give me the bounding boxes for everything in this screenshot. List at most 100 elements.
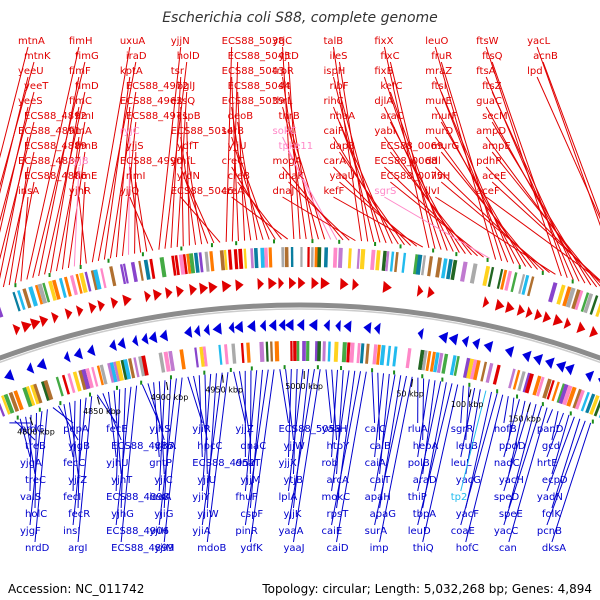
cds-arrow-forward	[29, 318, 41, 330]
genome-summary-label: Topology: circular; Length: 5,032,268 bp…	[262, 582, 592, 596]
gene-label-forward: ECS88_0068	[374, 156, 437, 167]
cds-arrow-reverse	[117, 337, 126, 350]
kbp-tick-label: 150 kbp	[508, 415, 541, 424]
cog-block-reverse	[546, 379, 555, 400]
gene-leader-line	[332, 106, 387, 244]
cog-block-forward	[63, 276, 72, 297]
cog-block-reverse	[99, 364, 108, 385]
gene-label-forward: fimG	[75, 51, 99, 62]
gene-label-forward: dnaK	[279, 171, 305, 182]
gene-leader-line	[97, 61, 137, 261]
cds-arrow-forward	[257, 278, 264, 290]
gene-leader-line	[434, 106, 521, 266]
gene-label-reverse: yjgF	[20, 526, 41, 537]
cds-arrow-reverse	[483, 340, 494, 353]
gene-label-forward: creB	[228, 171, 251, 182]
cog-block-reverse	[30, 384, 40, 405]
cog-block-reverse	[512, 369, 521, 390]
cog-block-reverse	[141, 355, 149, 376]
cog-block-reverse	[372, 344, 378, 365]
cds-arrow-forward	[221, 280, 232, 293]
gene-leader-line	[0, 106, 29, 233]
cog-block-reverse	[485, 362, 494, 384]
gene-label-forward: mogA	[273, 156, 302, 167]
cog-block-forward	[420, 255, 427, 276]
gene-leader-line	[379, 373, 390, 475]
gene-leader-line	[34, 409, 48, 543]
cog-block-forward	[389, 251, 395, 272]
cog-block-reverse	[473, 359, 481, 381]
gene-leader-line	[536, 76, 600, 220]
gene-leader-line	[384, 196, 490, 259]
cog-block-reverse	[265, 341, 269, 362]
cog-block-forward	[42, 282, 51, 303]
kbp-tick-label: 4800 kbp	[17, 427, 55, 436]
cog-block-reverse	[61, 374, 71, 395]
cog-block-forward	[359, 249, 366, 270]
gene-label-reverse: araD	[413, 475, 437, 486]
gene-leader-line	[282, 76, 307, 240]
rna-dot-reverse	[38, 407, 41, 412]
gene-label-reverse: yjjZ	[235, 424, 253, 435]
gene-leader-line	[331, 369, 338, 441]
cog-block-forward	[69, 275, 78, 296]
gene-leader-line	[237, 121, 258, 241]
gene-label-forward: ECS88_4972	[126, 81, 189, 92]
rna-dot-reverse	[16, 415, 19, 420]
gene-label-reverse: yjhA	[154, 441, 176, 452]
gene-leader-line	[383, 46, 430, 248]
cog-block-forward	[130, 261, 138, 283]
reverse-cog-blocks	[0, 340, 600, 418]
gene-leader-line	[34, 412, 37, 509]
gene-label-reverse: yjiH	[149, 526, 168, 537]
gene-label-reverse: yjiA	[192, 526, 210, 537]
rna-dot-reverse	[371, 368, 374, 373]
cog-block-reverse	[1, 395, 11, 415]
cds-arrow-reverse	[461, 335, 470, 348]
cog-block-forward	[204, 251, 210, 272]
cds-arrow-reverse	[36, 358, 47, 370]
gene-leader-line	[460, 387, 476, 458]
gene-leader-line	[79, 181, 86, 266]
forward-cds-arrows	[12, 277, 598, 338]
gene-label-forward: serB	[222, 126, 244, 137]
gene-label-reverse: ECS88_4952	[192, 458, 255, 469]
cds-arrow-forward	[199, 282, 209, 295]
rna-dot-forward	[141, 252, 144, 257]
gene-label-reverse: yadN	[537, 492, 563, 503]
gene-leader-line	[170, 76, 182, 248]
gene-leader-line	[338, 61, 369, 242]
gene-leader-line	[2, 151, 35, 288]
cds-arrow-reverse	[278, 319, 286, 332]
gene-leader-line	[0, 91, 35, 223]
cds-arrow-forward	[505, 301, 515, 313]
gene-leader-line	[384, 166, 478, 257]
gene-label-reverse: speE	[499, 509, 523, 520]
cog-block-forward	[122, 263, 129, 284]
gene-label-forward: ftsI	[431, 81, 446, 92]
gene-label-reverse: yjiW	[197, 509, 218, 520]
gene-leader-line	[63, 404, 74, 458]
gene-leader-line	[434, 136, 533, 269]
cog-block-forward	[375, 250, 381, 271]
cog-block-reverse	[327, 341, 331, 362]
gene-label-reverse: dnaC	[240, 441, 266, 452]
cog-block-forward	[264, 247, 269, 268]
gene-label-forward: murG	[431, 141, 459, 152]
gene-label-reverse: speD	[494, 492, 520, 503]
cds-arrow-reverse	[448, 333, 459, 346]
gene-label-reverse: ECS88_4898	[106, 492, 169, 503]
gene-leader-line	[551, 411, 559, 441]
rna-dot-reverse	[340, 366, 343, 371]
gene-label-forward: ampD	[476, 126, 506, 137]
gene-label-reverse: ytjB	[283, 475, 303, 486]
rna-dot-reverse	[140, 380, 143, 385]
cds-arrow-reverse	[184, 325, 193, 338]
cds-arrow-reverse	[417, 327, 424, 340]
gene-label-reverse: pinR	[235, 526, 257, 537]
gene-leader-line	[8, 166, 29, 286]
gene-label-forward: dnaJ	[273, 186, 295, 197]
gene-label-reverse: hrtE	[537, 458, 558, 469]
gene-leader-line	[107, 391, 117, 458]
cds-arrow-forward	[75, 305, 84, 317]
